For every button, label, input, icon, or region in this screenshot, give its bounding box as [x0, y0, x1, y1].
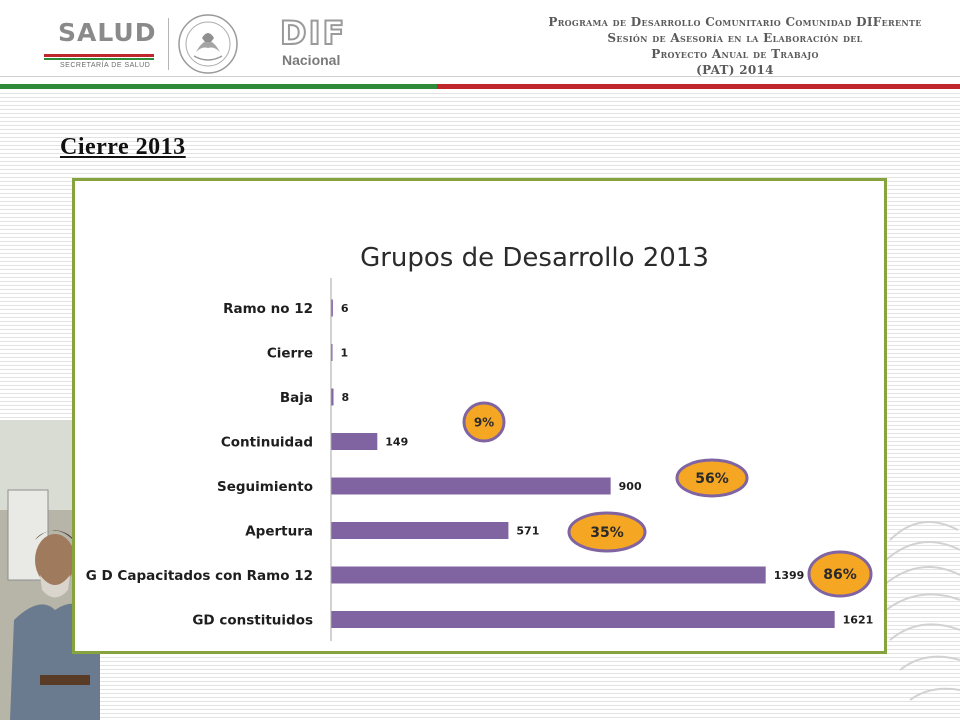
header-rule — [0, 76, 960, 77]
header-green-bar — [0, 84, 437, 89]
program-line-4: (PAT) 2014 — [696, 63, 774, 77]
percentage-badge-3 — [807, 550, 873, 598]
category-label-1: Cierre — [267, 346, 313, 362]
dif-logo: DIF Nacional — [279, 13, 350, 74]
category-label-5: Apertura — [245, 524, 313, 540]
bar-1 — [331, 344, 333, 361]
value-label-4: 900 — [619, 480, 642, 493]
bar-2 — [331, 388, 334, 406]
category-label-7: GD constituidos — [192, 613, 313, 629]
header-red-bar — [437, 84, 960, 89]
bar-chart: Ramo no 12 6 Cierre 1 Baja 8 Continuidad 149 Seg… — [86, 278, 874, 641]
bar-3 — [331, 433, 378, 450]
value-label-2: 8 — [341, 391, 349, 404]
value-label-5: 571 — [516, 525, 539, 538]
category-label-0: Ramo no 12 — [223, 301, 313, 317]
header-banner: SALUD SECRETARÍA DE SALUD DIF Nacional P… — [0, 0, 960, 89]
salud-logo-word: SALUD — [58, 18, 157, 47]
mexican-seal-icon — [178, 14, 238, 74]
percentage-badge-label-3: 86% — [823, 567, 857, 583]
dif-logo-subtitle: Nacional — [282, 52, 341, 68]
program-line-2: Sesión de Asesoría en la Elaboración del — [607, 31, 863, 45]
category-label-6: G D Capacitados con Ramo 12 — [86, 568, 313, 584]
value-label-0: 6 — [341, 302, 349, 315]
value-label-6: 1399 — [774, 569, 805, 582]
percentage-badge-1 — [675, 458, 749, 498]
header-divider — [168, 18, 169, 70]
value-label-1: 1 — [341, 347, 349, 360]
program-title: Programa de Desarrollo Comunitario Comun… — [520, 14, 950, 78]
salud-logo: SALUD SECRETARÍA DE SALUD — [40, 14, 165, 74]
value-label-3: 149 — [385, 436, 408, 449]
eagle-watermark — [883, 521, 960, 701]
bar-7 — [331, 611, 835, 628]
dif-logo-word: DIF — [279, 13, 347, 53]
chart-panel: Grupos de Desarrollo 2013 Ramo no 12 6 Cie… — [72, 178, 887, 654]
category-label-3: Continuidad — [221, 435, 313, 451]
value-label-7: 1621 — [843, 614, 874, 627]
bar-5 — [331, 522, 509, 539]
section-title: Cierre 2013 — [60, 134, 186, 160]
percentage-badge-2 — [567, 511, 647, 553]
program-line-3: Proyecto Anual de Trabajo — [651, 47, 819, 61]
percentage-badge-label-1: 56% — [695, 471, 729, 487]
category-label-4: Seguimiento — [217, 479, 313, 495]
percentage-badge-label-0: 9% — [474, 415, 494, 429]
percentage-badge-label-2: 35% — [590, 525, 624, 541]
chart-title: Grupos de Desarrollo 2013 — [360, 243, 709, 273]
percentage-badge-0 — [462, 401, 506, 443]
program-line-1: Programa de Desarrollo Comunitario Comun… — [548, 15, 922, 29]
bar-0 — [331, 299, 333, 317]
category-label-2: Baja — [280, 390, 313, 406]
bar-6 — [331, 566, 766, 584]
salud-logo-subtitle: SECRETARÍA DE SALUD — [60, 62, 151, 69]
bar-4 — [331, 477, 611, 495]
